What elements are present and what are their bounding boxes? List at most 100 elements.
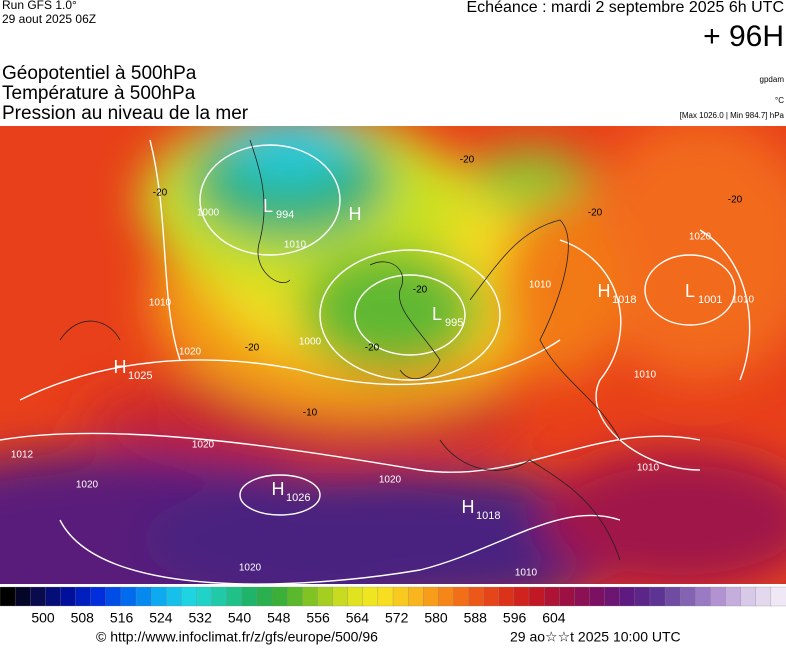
colorbar-swatch bbox=[392, 586, 409, 607]
isobar-label: 1010 bbox=[634, 370, 657, 381]
colorbar-swatch bbox=[604, 586, 621, 607]
colorbar-swatch bbox=[75, 586, 92, 607]
isobar-label: 1010 bbox=[529, 280, 552, 291]
pressure-center-letter: H bbox=[462, 497, 475, 517]
colorbar-tick-label: 588 bbox=[464, 610, 488, 626]
colorbar-swatch bbox=[755, 586, 772, 607]
colorbar-swatch bbox=[271, 586, 288, 607]
colorbar-swatch bbox=[14, 586, 31, 607]
pressure-center-letter: L bbox=[263, 196, 273, 216]
pressure-center-value: 1018 bbox=[612, 294, 636, 306]
title-temperature: Température à 500hPa bbox=[2, 83, 196, 104]
run-label: Run GFS 1.0° bbox=[2, 0, 77, 12]
colorbar-swatch bbox=[664, 586, 681, 607]
colorbar-swatch bbox=[423, 586, 439, 607]
colorbar-swatch bbox=[0, 586, 16, 607]
colorbar-swatch bbox=[634, 586, 651, 607]
colorbar-swatch bbox=[407, 586, 424, 607]
temperature-label: -10 bbox=[303, 408, 318, 419]
footer-source: © http://www.infoclimat.fr/z/gfs/europe/… bbox=[96, 629, 378, 645]
footer-generated: 29 ao☆☆t 2025 10:00 UTC bbox=[510, 629, 681, 645]
colorbar-swatch bbox=[90, 586, 107, 607]
colorbar-swatch bbox=[196, 586, 213, 607]
isobar-label: 1020 bbox=[179, 347, 202, 358]
colorbar-tick-label: 532 bbox=[189, 610, 213, 626]
colorbar-tick-label: 596 bbox=[503, 610, 527, 626]
colorbar-swatch bbox=[544, 586, 560, 607]
colorbar-swatch bbox=[468, 586, 485, 607]
colorbar-swatch bbox=[135, 586, 152, 607]
colorbar-tick-label: 556 bbox=[306, 610, 330, 626]
colorbar-swatch bbox=[498, 586, 515, 607]
colorbar-tick-label: 580 bbox=[424, 610, 448, 626]
pressure-center-letter: H bbox=[114, 357, 127, 377]
isobar-label: 1010 bbox=[515, 568, 538, 579]
title-pressure: Pression au niveau de la mer bbox=[2, 103, 249, 124]
colorbar-tick-label: 500 bbox=[31, 610, 55, 626]
colorbar-swatch bbox=[453, 586, 470, 607]
colorbar-swatch bbox=[438, 586, 455, 607]
colorbar-swatch bbox=[559, 586, 576, 607]
colorbar-tick-label: 572 bbox=[385, 610, 409, 626]
colorbar-swatch bbox=[649, 586, 666, 607]
colorbar: 500 508 516 524 532 540 548 556 564 572 580 588 596 6… bbox=[0, 586, 786, 626]
isobar-label: 1020 bbox=[689, 232, 712, 243]
colorbar-swatch bbox=[60, 586, 77, 607]
colorbar-swatch bbox=[181, 586, 198, 607]
temperature-label: -20 bbox=[588, 208, 603, 219]
colorbar-swatch bbox=[347, 586, 364, 607]
colorbar-swatch bbox=[740, 586, 757, 607]
colorbar-swatch bbox=[151, 586, 167, 607]
colorbar-swatch bbox=[332, 586, 349, 607]
title-geopotential: Géopotentiel à 500hPa bbox=[2, 63, 197, 84]
colorbar-swatch bbox=[528, 586, 545, 607]
colorbar-swatch bbox=[30, 586, 46, 607]
coastlines bbox=[59, 139, 621, 561]
colorbar-swatch bbox=[695, 586, 712, 607]
colorbar-swatch bbox=[513, 586, 530, 607]
colorbar-tick-label: 564 bbox=[346, 610, 370, 626]
colorbar-swatch bbox=[45, 586, 62, 607]
temperature-label: -20 bbox=[460, 155, 475, 166]
colorbar-tick-label: 548 bbox=[267, 610, 291, 626]
colorbar-swatch bbox=[302, 586, 319, 607]
colorbar-swatch bbox=[619, 586, 636, 607]
pressure-range: [Max 1026.0 | Min 984.7] hPa bbox=[680, 111, 785, 120]
colorbar-swatch bbox=[710, 586, 727, 607]
isobar-label: 1010 bbox=[732, 295, 755, 306]
colorbar-tick-label: 604 bbox=[542, 610, 566, 626]
colorbar-swatch bbox=[120, 586, 137, 607]
unit-celsius: °C bbox=[775, 96, 784, 105]
unit-gpdam: gpdam bbox=[760, 75, 785, 84]
colorbar-swatch bbox=[589, 586, 606, 607]
temperature-label: -20 bbox=[153, 188, 168, 199]
pressure-center-letter: L bbox=[685, 281, 695, 301]
isobar-label: 1020 bbox=[239, 563, 262, 574]
colorbar-swatch bbox=[317, 586, 334, 607]
pressure-center-value: 995 bbox=[445, 317, 463, 329]
colorbar-tick-label: 540 bbox=[228, 610, 252, 626]
isobar-label: 1020 bbox=[192, 440, 215, 451]
isobar-label: 1010 bbox=[149, 298, 172, 309]
lead-time: + 96H bbox=[703, 20, 784, 53]
isobar-label: 1012 bbox=[11, 450, 34, 461]
isobars bbox=[0, 139, 751, 584]
echeance: Echéance : mardi 2 septembre 2025 6h UTC bbox=[467, 0, 785, 16]
pressure-center-letter: H bbox=[598, 281, 611, 301]
pressure-center-letter: H bbox=[349, 204, 362, 224]
colorbar-swatch bbox=[226, 586, 243, 607]
map-field bbox=[0, 126, 786, 584]
colorbar-swatch bbox=[166, 586, 183, 607]
pressure-center-value: 1025 bbox=[128, 370, 152, 382]
colorbar-swatch bbox=[680, 586, 696, 607]
pressure-center-value: 1001 bbox=[698, 294, 722, 306]
temperature-label: -20 bbox=[245, 343, 260, 354]
colorbar-tick-label: 524 bbox=[149, 610, 173, 626]
colorbar-swatch bbox=[105, 586, 122, 607]
colorbar-swatch bbox=[483, 586, 500, 607]
temperature-label: -20 bbox=[365, 343, 380, 354]
colorbar-tick-label: 508 bbox=[71, 610, 95, 626]
pressure-center-value: 1026 bbox=[286, 492, 310, 504]
isobar-label: 1010 bbox=[637, 463, 660, 474]
